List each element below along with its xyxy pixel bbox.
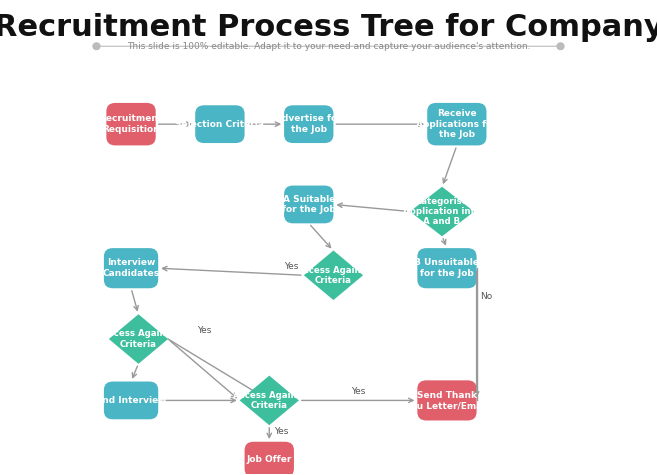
Polygon shape (410, 187, 474, 237)
FancyBboxPatch shape (284, 186, 334, 223)
Text: No: No (480, 292, 493, 301)
Text: Access Against
Criteria: Access Against Criteria (233, 391, 306, 410)
Circle shape (93, 43, 100, 49)
Text: Send Thank
You Letter/Email: Send Thank You Letter/Email (405, 391, 489, 410)
FancyBboxPatch shape (104, 381, 158, 419)
FancyBboxPatch shape (417, 248, 476, 288)
Text: Yes: Yes (275, 427, 289, 436)
FancyBboxPatch shape (417, 380, 476, 420)
Text: Access Against
Criteria: Access Against Criteria (297, 266, 370, 285)
Polygon shape (304, 250, 363, 300)
Circle shape (557, 43, 564, 49)
Text: Yes: Yes (196, 326, 211, 335)
Text: This slide is 100% editable. Adapt it to your need and capture your audience's a: This slide is 100% editable. Adapt it to… (127, 42, 530, 51)
Text: Receive
Applications for
the Job: Receive Applications for the Job (417, 109, 497, 139)
FancyBboxPatch shape (106, 103, 156, 145)
FancyBboxPatch shape (244, 442, 294, 475)
Polygon shape (109, 314, 168, 364)
Polygon shape (240, 376, 299, 425)
Text: Categorise
Application into
A and B: Categorise Application into A and B (403, 197, 481, 227)
Text: A Suitable
for the Job: A Suitable for the Job (282, 195, 336, 214)
FancyBboxPatch shape (427, 103, 486, 145)
FancyBboxPatch shape (104, 248, 158, 288)
Text: B Unsuitable
for the Job: B Unsuitable for the Job (415, 258, 480, 278)
Text: Access Against
Criteria: Access Against Criteria (102, 329, 175, 349)
Text: Yes: Yes (284, 262, 299, 271)
FancyBboxPatch shape (195, 105, 244, 143)
Text: Recruitment
Requisition: Recruitment Requisition (99, 114, 163, 134)
Text: Job Offer: Job Offer (246, 455, 292, 464)
Text: Interview
Candidates: Interview Candidates (102, 258, 160, 278)
Text: 2nd Interview: 2nd Interview (96, 396, 166, 405)
Text: Yes: Yes (351, 388, 365, 397)
Text: Advertise for
the Job: Advertise for the Job (275, 114, 342, 134)
Text: Selection Criteria: Selection Criteria (175, 120, 264, 129)
FancyBboxPatch shape (284, 105, 334, 143)
Text: Recruitment Process Tree for Company: Recruitment Process Tree for Company (0, 13, 657, 42)
